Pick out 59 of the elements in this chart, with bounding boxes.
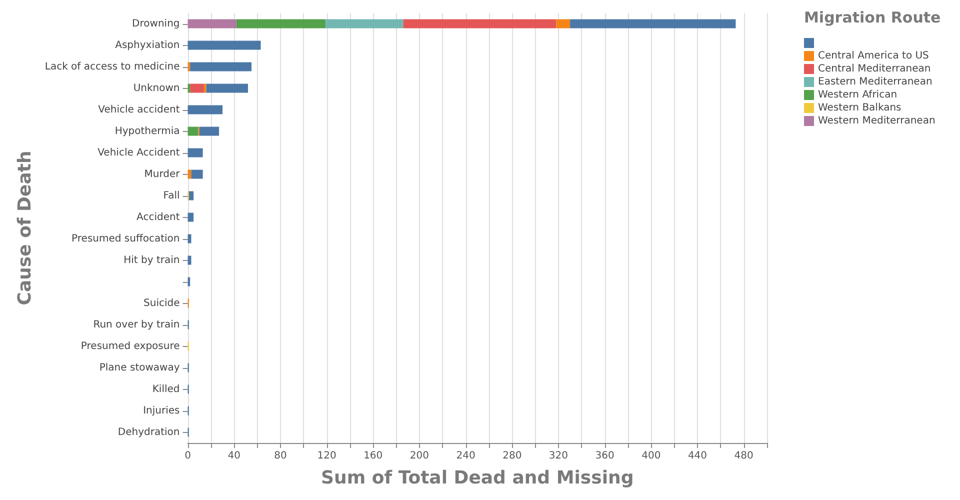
x-tick-label: 400 <box>642 450 661 462</box>
x-tick-label: 40 <box>228 450 240 462</box>
legend-label: Western African <box>818 90 898 100</box>
y-tick-label: Presumed suffocation <box>72 233 180 244</box>
y-tick-label: Killed <box>152 384 180 395</box>
x-tick-label: 240 <box>456 450 476 462</box>
bar <box>191 170 203 179</box>
y-axis-title: Cause of Death <box>14 150 36 306</box>
x-axis-title: Sum of Total Dead and Missing <box>321 468 634 488</box>
bar <box>556 19 570 28</box>
bar <box>236 19 326 28</box>
x-tick-label: 80 <box>274 450 287 462</box>
x-tick-label: 440 <box>688 450 708 462</box>
legend-label: Central Mediterranean <box>818 64 931 74</box>
bar <box>188 212 194 222</box>
y-tick-label: Drowning <box>132 18 180 30</box>
bar <box>570 19 736 28</box>
x-tick-label: 0 <box>184 450 191 462</box>
y-tick-label: Dehydration <box>118 426 180 438</box>
bar <box>190 84 204 93</box>
y-tick-label: Injuries <box>143 405 180 416</box>
x-tick-label: 320 <box>548 450 568 462</box>
x-tick-label: 360 <box>595 450 614 462</box>
x-tick-label: 480 <box>734 450 754 462</box>
y-tick-label: Presumed exposure <box>80 340 180 352</box>
bar <box>188 126 198 136</box>
bar <box>326 19 404 28</box>
y-tick-label: Fall <box>163 190 180 202</box>
x-tick-label: 120 <box>317 450 336 462</box>
x-tick-label: 200 <box>410 450 430 462</box>
y-tick-label: Vehicle Accident <box>98 147 180 158</box>
bar <box>199 126 220 136</box>
legend-label: Central America to US <box>818 50 929 62</box>
y-tick-label: Accident <box>136 212 180 223</box>
y-tick-label: Hit by train <box>124 254 180 266</box>
y-tick-label: Suicide <box>144 298 180 309</box>
y-tick-label: Hypothermia <box>114 126 180 137</box>
bar <box>403 19 556 28</box>
legend-label: Western Mediterranean <box>818 116 936 126</box>
legend-label: Western Balkans <box>818 102 902 114</box>
bar <box>188 105 223 114</box>
x-tick-label: 280 <box>502 450 522 462</box>
bar <box>206 84 248 93</box>
bar <box>204 84 206 93</box>
y-tick-label: Run over by train <box>93 319 180 330</box>
legend-title: Migration Route <box>804 8 941 26</box>
bar <box>190 62 252 72</box>
y-tick-label: Unknown <box>133 82 180 94</box>
bar <box>188 191 194 200</box>
legend-label: Eastern Mediterranean <box>818 76 932 88</box>
y-tick-label: Vehicle accident <box>98 104 180 116</box>
y-tick-label: Lack of access to medicine <box>44 61 180 72</box>
y-tick-label: Asphyxiation <box>115 40 180 51</box>
bar <box>188 19 236 28</box>
y-tick-label: Plane stowaway <box>99 362 180 374</box>
bar <box>188 40 261 50</box>
y-tick-label: Murder <box>144 168 181 180</box>
bar <box>188 148 203 158</box>
x-tick-label: 160 <box>364 450 383 462</box>
